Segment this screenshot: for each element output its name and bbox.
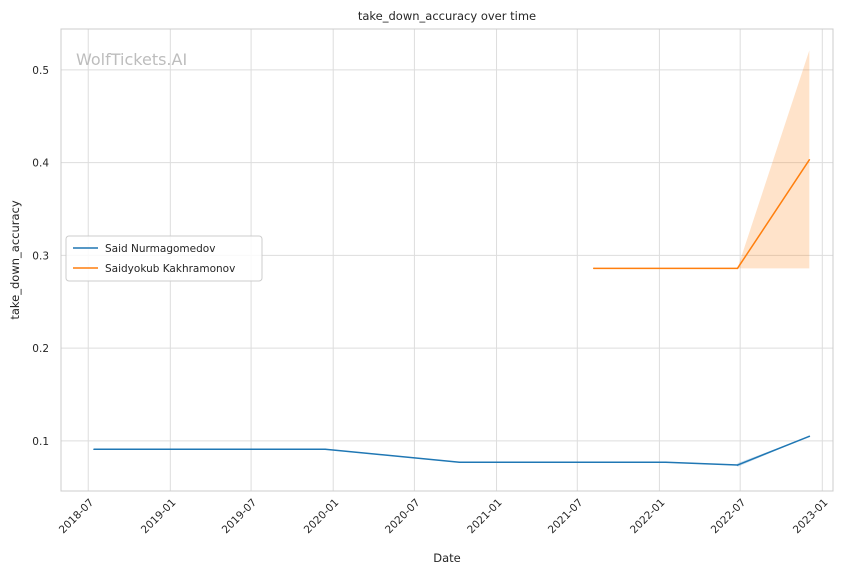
data-point-said-nurmagomedov (736, 464, 739, 466)
data-point-saidyokub-kakhramonov (736, 267, 739, 270)
grid-lines (61, 29, 833, 491)
y-axis-ticks: 0.1 0.2 0.3 0.4 0.5 (32, 65, 49, 448)
series-line-said-nurmagomedov (94, 435, 810, 466)
y-tick-label: 0.5 (32, 65, 49, 77)
watermark: WolfTickets.AI (76, 50, 187, 69)
data-point-said-nurmagomedov (664, 461, 667, 464)
y-tick-label: 0.1 (32, 436, 49, 448)
legend: Said Nurmagomedov Saidyokub Kakhramonov (65, 235, 263, 282)
series-lines (93, 159, 811, 466)
data-point-said-nurmagomedov (93, 448, 95, 451)
confidence-band-saidyokub-kakhramonov (737, 50, 810, 269)
data-point-said-nurmagomedov (324, 448, 326, 451)
y-tick-label: 0.4 (32, 158, 49, 170)
legend-label-saidyokub-kakhramonov: Saidyokub Kakhramonov (105, 263, 235, 275)
y-tick-label: 0.2 (32, 343, 49, 355)
y-axis-label: take_down_accuracy (8, 200, 22, 319)
data-point-saidyokub-kakhramonov (593, 267, 595, 270)
chart-title: take_down_accuracy over time (358, 9, 536, 23)
data-point-saidyokub-kakhramonov (808, 159, 811, 161)
legend-box (65, 235, 263, 282)
legend-label-said-nurmagomedov: Said Nurmagomedov (105, 243, 215, 255)
y-tick-label: 0.3 (32, 250, 49, 262)
data-point-said-nurmagomedov (808, 435, 811, 438)
plot-frame (60, 28, 834, 492)
data-point-said-nurmagomedov (458, 461, 461, 464)
x-axis-label: Date (433, 551, 461, 565)
